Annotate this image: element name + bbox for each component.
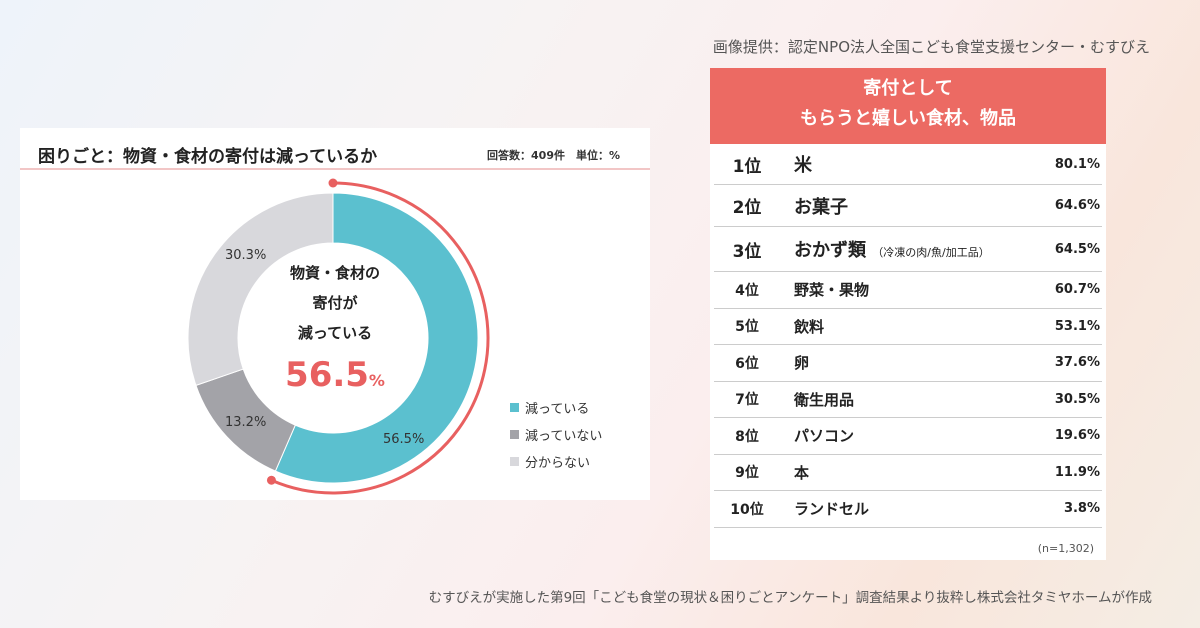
legend-item: 減っている: [510, 394, 602, 421]
percentage: 37.6%: [1054, 355, 1100, 371]
percentage: 80.1%: [1054, 156, 1100, 172]
table-row: 4位 野菜・果物 60.7%: [714, 272, 1102, 309]
table-row: 3位 おかず類 （冷凍の肉/魚/加工品） 64.5%: [714, 227, 1102, 272]
table-row: 9位 本 11.9%: [714, 455, 1102, 491]
legend-item: 減っていない: [510, 421, 602, 448]
footer-note: むすびえが実施した第9回「こども食堂の現状＆困りごとアンケート」調査結果より抜粋…: [428, 590, 1152, 606]
rank: 3位: [732, 241, 762, 262]
highlight-arc-endpoint: [266, 475, 276, 485]
data-label: 13.2%: [225, 415, 267, 430]
chart-title: 困りごと：物資・食材の寄付は減っているか: [38, 147, 378, 167]
donut-slice: [187, 192, 334, 387]
item-name: 衛生用品: [794, 390, 855, 409]
table-row: 8位 パソコン 19.6%: [714, 418, 1102, 455]
rank: 10位: [730, 501, 764, 518]
rank: 9位: [735, 465, 759, 482]
legend-swatch: [510, 430, 519, 439]
center-value: 56.5%: [285, 355, 385, 395]
table-row: 10位 ランドセル 3.8%: [714, 491, 1102, 528]
rank: 6位: [735, 355, 759, 372]
sample-size: (n=1,302): [1037, 541, 1094, 555]
data-label: 30.3%: [225, 248, 267, 263]
donut-chart-card: 困りごと：物資・食材の寄付は減っているか 回答数：409件 単位：% 物資・食材…: [20, 128, 650, 500]
table-row: 7位 衛生用品 30.5%: [714, 382, 1102, 418]
rank: 2位: [732, 198, 762, 218]
donut-slice: [274, 192, 479, 484]
item-name: お菓子: [794, 196, 848, 218]
rank: 8位: [735, 428, 759, 445]
percentage: 64.5%: [1054, 241, 1100, 257]
highlight-arc-endpoint: [328, 178, 338, 188]
item-name: パソコン: [794, 427, 855, 446]
donut-center: 物資・食材の 寄付が 減っている 56.5%: [260, 258, 410, 396]
donut-chart: [187, 178, 490, 495]
ranking-table: 寄付として もらうと嬉しい食材、物品 1位 米 80.1% 2位 お菓子 64.6% 3位…: [710, 68, 1106, 560]
divider: [20, 168, 650, 170]
image-credit: 画像提供：認定NPO法人全国こども食堂支援センター・むすびえ: [712, 38, 1150, 56]
rank: 7位: [735, 392, 759, 409]
item-name: 米: [794, 155, 812, 176]
rank: 5位: [735, 319, 759, 336]
highlight-arc: [270, 181, 490, 495]
item-name: 野菜・果物: [794, 281, 870, 300]
percentage: 19.6%: [1054, 428, 1100, 444]
rank: 4位: [735, 282, 759, 299]
percentage: 64.6%: [1054, 198, 1100, 213]
item-name: ランドセル: [794, 500, 870, 519]
legend: 減っている 減っていない 分からない: [510, 394, 602, 475]
center-line: 減っている: [297, 324, 373, 342]
percentage: 3.8%: [1063, 501, 1100, 517]
percentage: 60.7%: [1054, 282, 1100, 298]
percentage: 11.9%: [1054, 464, 1100, 480]
percentage: 53.1%: [1054, 318, 1100, 334]
ranking-title: 寄付として もらうと嬉しい食材、物品: [710, 68, 1106, 144]
center-line: 寄付が: [312, 294, 358, 312]
table-row: 1位 米 80.1%: [714, 144, 1102, 185]
chart-meta: 回答数：409件 単位：%: [487, 149, 620, 162]
rank: 1位: [732, 156, 762, 177]
legend-swatch: [510, 457, 519, 466]
legend-item: 分からない: [510, 448, 602, 475]
item-name: おかず類 （冷凍の肉/魚/加工品）: [794, 240, 990, 261]
table-row: 2位 お菓子 64.6%: [714, 185, 1102, 227]
item-name: 本: [794, 463, 810, 482]
center-line: 物資・食材の: [289, 264, 380, 282]
table-row: 6位 卵 37.6%: [714, 345, 1102, 382]
item-name: 卵: [794, 354, 810, 373]
table-row: 5位 飲料 53.1%: [714, 309, 1102, 345]
item-name: 飲料: [794, 317, 825, 336]
data-label: 56.5%: [383, 432, 425, 447]
legend-swatch: [510, 403, 519, 412]
percentage: 30.5%: [1054, 391, 1100, 407]
